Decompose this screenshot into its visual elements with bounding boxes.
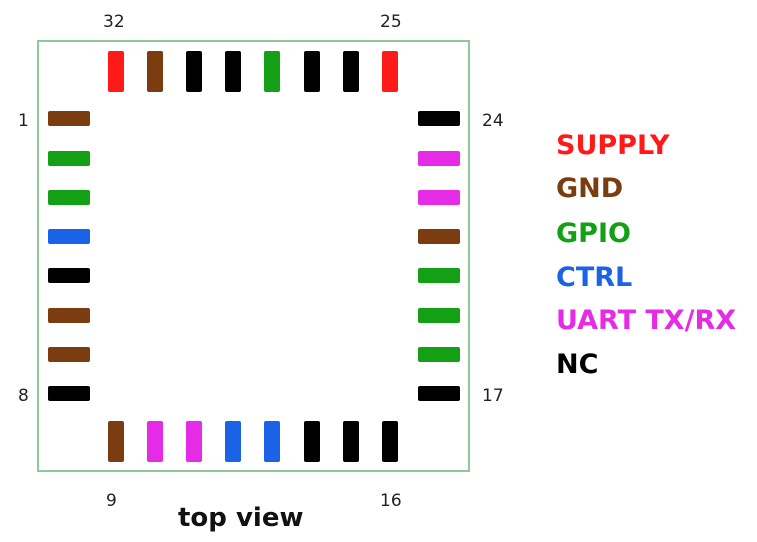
pin-20	[418, 268, 460, 283]
pin-15	[343, 421, 359, 462]
pin-18	[418, 347, 460, 362]
pin-24	[418, 111, 460, 126]
pin-10	[147, 421, 163, 462]
pin-14	[304, 421, 320, 462]
pin-1	[48, 111, 90, 126]
pin-26	[343, 51, 359, 92]
legend-item-supply: SUPPLY	[556, 130, 670, 161]
pin-7	[48, 347, 90, 362]
pin-19	[418, 308, 460, 323]
pin-number-1: 1	[18, 111, 29, 131]
pin-2	[48, 151, 90, 166]
pin-12	[225, 421, 241, 462]
pin-number-24: 24	[482, 111, 504, 131]
legend-item-ctrl: CTRL	[556, 262, 633, 293]
pin-4	[48, 229, 90, 244]
pin-28	[264, 51, 280, 92]
legend-item-gpio: GPIO	[556, 218, 631, 249]
pin-17	[418, 386, 460, 401]
pin-6	[48, 308, 90, 323]
pin-number-16: 16	[380, 491, 402, 511]
pin-11	[186, 421, 202, 462]
pin-25	[382, 51, 398, 92]
pin-number-9: 9	[106, 491, 117, 511]
pin-21	[418, 229, 460, 244]
pin-30	[186, 51, 202, 92]
chip-outline	[37, 40, 470, 472]
pin-number-8: 8	[18, 386, 29, 406]
pin-3	[48, 190, 90, 205]
pin-number-32: 32	[103, 12, 125, 32]
pin-29	[225, 51, 241, 92]
pin-31	[147, 51, 163, 92]
pin-16	[382, 421, 398, 462]
view-caption: top view	[178, 503, 304, 533]
pin-32	[108, 51, 124, 92]
pin-9	[108, 421, 124, 462]
pin-5	[48, 268, 90, 283]
pin-13	[264, 421, 280, 462]
pin-22	[418, 190, 460, 205]
pin-number-25: 25	[380, 12, 402, 32]
legend-item-uart: UART TX/RX	[556, 305, 737, 336]
pin-27	[304, 51, 320, 92]
legend-item-nc: NC	[556, 349, 599, 380]
pin-23	[418, 151, 460, 166]
pin-number-17: 17	[482, 386, 504, 406]
pin-8	[48, 386, 90, 401]
legend-item-gnd: GND	[556, 173, 624, 204]
